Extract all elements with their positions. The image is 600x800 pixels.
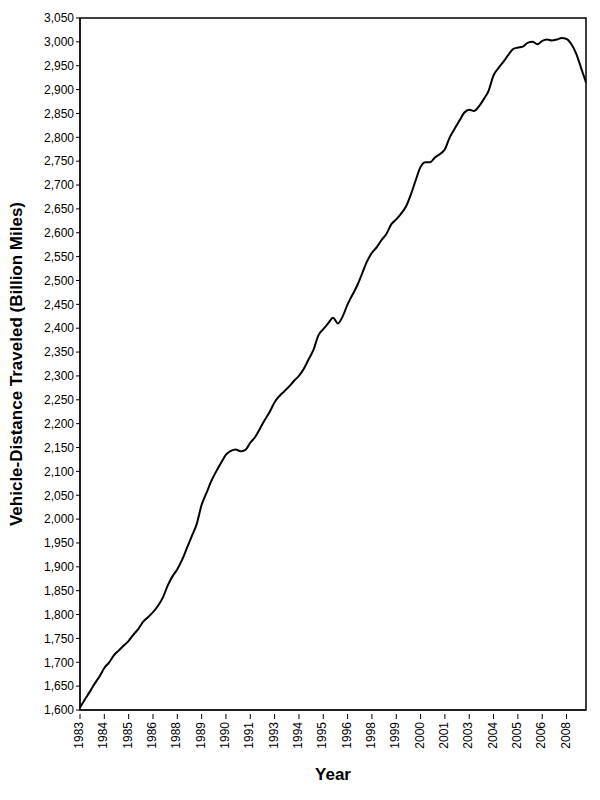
svg-text:2,200: 2,200: [44, 417, 74, 431]
svg-text:1,750: 1,750: [44, 632, 74, 646]
svg-text:1996: 1996: [340, 722, 354, 749]
svg-text:2,700: 2,700: [44, 178, 74, 192]
svg-text:2,400: 2,400: [44, 321, 74, 335]
svg-text:1991: 1991: [242, 722, 256, 749]
svg-text:2,450: 2,450: [44, 298, 74, 312]
svg-text:2,650: 2,650: [44, 202, 74, 216]
svg-text:1988: 1988: [169, 722, 183, 749]
svg-text:1990: 1990: [218, 722, 232, 749]
svg-text:1,950: 1,950: [44, 536, 74, 550]
svg-text:1998: 1998: [364, 722, 378, 749]
svg-text:1,700: 1,700: [44, 656, 74, 670]
svg-text:2003: 2003: [461, 722, 475, 749]
svg-text:2006: 2006: [534, 722, 548, 749]
svg-text:2008: 2008: [559, 722, 573, 749]
svg-text:Year: Year: [315, 765, 351, 784]
svg-text:1,850: 1,850: [44, 584, 74, 598]
svg-text:2,250: 2,250: [44, 393, 74, 407]
svg-text:2,000: 2,000: [44, 512, 74, 526]
svg-text:1995: 1995: [315, 722, 329, 749]
svg-text:1993: 1993: [267, 722, 281, 749]
svg-text:1989: 1989: [194, 722, 208, 749]
svg-text:1983: 1983: [72, 722, 86, 749]
svg-text:1,900: 1,900: [44, 560, 74, 574]
svg-text:1986: 1986: [145, 722, 159, 749]
svg-text:2,150: 2,150: [44, 441, 74, 455]
svg-text:2,300: 2,300: [44, 369, 74, 383]
svg-text:2005: 2005: [510, 722, 524, 749]
svg-text:Vehicle-Distance Traveled (Bil: Vehicle-Distance Traveled (Billion Miles…: [8, 202, 26, 526]
svg-text:2,850: 2,850: [44, 107, 74, 121]
svg-text:1,800: 1,800: [44, 608, 74, 622]
svg-text:2,100: 2,100: [44, 465, 74, 479]
svg-text:1994: 1994: [291, 722, 305, 749]
svg-text:1,600: 1,600: [44, 703, 74, 717]
svg-text:2,750: 2,750: [44, 154, 74, 168]
svg-text:1,650: 1,650: [44, 679, 74, 693]
svg-text:1999: 1999: [388, 722, 402, 749]
svg-text:2001: 2001: [437, 722, 451, 749]
svg-text:2,600: 2,600: [44, 226, 74, 240]
svg-text:2,800: 2,800: [44, 131, 74, 145]
svg-text:2,500: 2,500: [44, 274, 74, 288]
svg-text:2,900: 2,900: [44, 83, 74, 97]
svg-text:2,550: 2,550: [44, 250, 74, 264]
svg-text:3,050: 3,050: [44, 11, 74, 25]
svg-text:1985: 1985: [121, 722, 135, 749]
svg-text:2,350: 2,350: [44, 345, 74, 359]
svg-text:2004: 2004: [486, 722, 500, 749]
svg-text:2,950: 2,950: [44, 59, 74, 73]
svg-text:3,000: 3,000: [44, 35, 74, 49]
svg-text:2000: 2000: [413, 722, 427, 749]
svg-text:1984: 1984: [96, 722, 110, 749]
svg-text:2,050: 2,050: [44, 489, 74, 503]
